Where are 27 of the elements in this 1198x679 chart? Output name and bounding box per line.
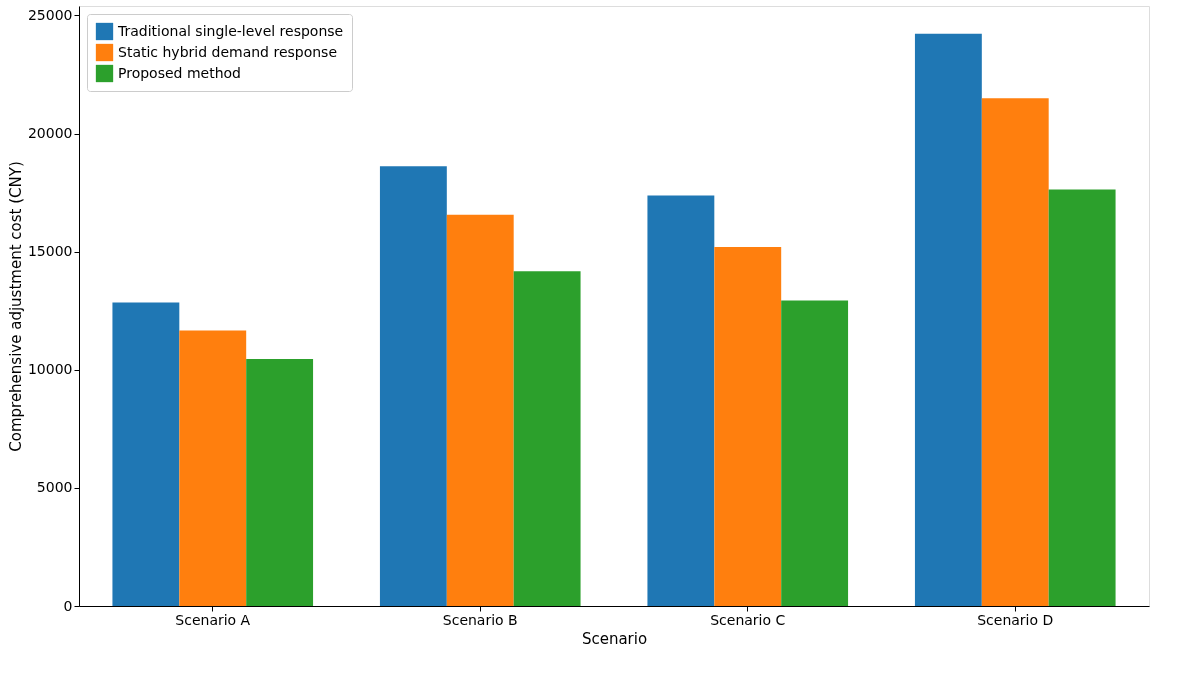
bar: [379, 166, 447, 606]
bar: [446, 214, 514, 606]
bar: [647, 195, 715, 606]
y-tick-label: 5000: [36, 479, 73, 496]
bar: [1048, 189, 1116, 606]
bar: [914, 33, 982, 606]
x-axis-title: Scenario: [581, 629, 648, 648]
y-axis-title: Comprehensive adjustment cost (CNY): [6, 161, 25, 452]
bar: [112, 302, 180, 606]
bar: [513, 271, 581, 606]
legend-label: Traditional single-level response: [117, 22, 344, 39]
y-tick-label: 10000: [27, 361, 73, 378]
y-tick-label: 25000: [27, 6, 73, 23]
y-tick-label: 0: [63, 597, 73, 614]
x-tick-label: Scenario B: [442, 611, 518, 628]
bar: [179, 330, 247, 606]
bar: [781, 300, 849, 606]
x-tick-label: Scenario D: [977, 611, 1054, 628]
y-tick-label: 15000: [27, 243, 73, 260]
y-tick-label: 20000: [27, 125, 73, 142]
bar: [981, 98, 1049, 606]
x-tick-label: Scenario C: [710, 611, 786, 628]
bar: [246, 358, 314, 606]
legend-label: Proposed method: [118, 64, 241, 81]
legend-label: Static hybrid demand response: [118, 43, 338, 60]
x-tick-label: Scenario A: [175, 611, 251, 628]
bar: [714, 246, 782, 606]
